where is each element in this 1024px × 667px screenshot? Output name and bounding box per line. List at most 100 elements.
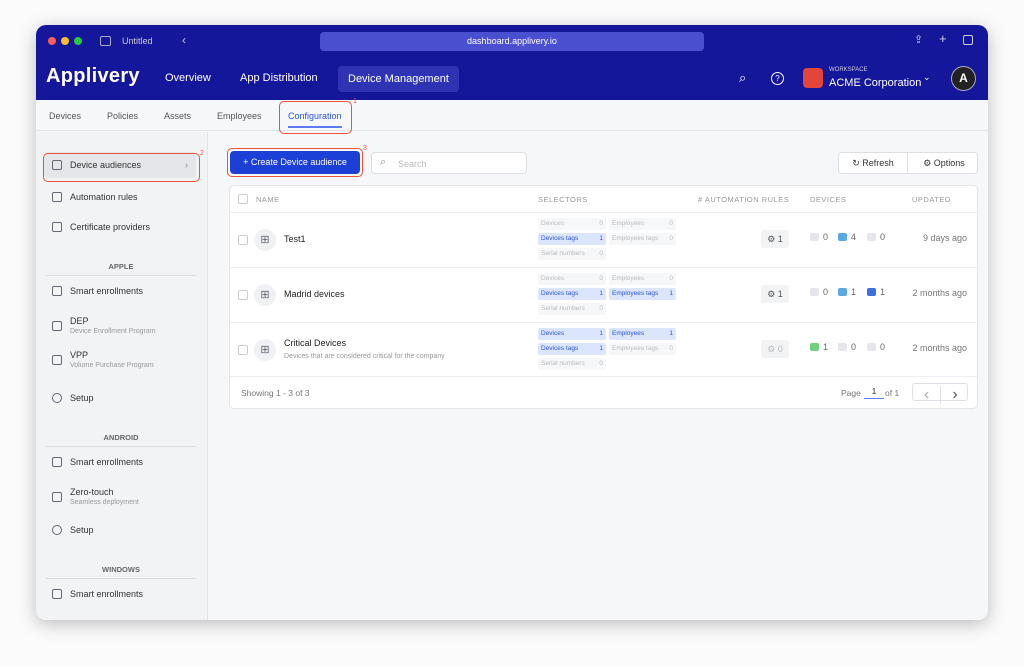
- selector-chip-serial: Serial numbers 0: [538, 303, 606, 315]
- nav-overview[interactable]: Overview: [165, 72, 211, 84]
- header: Untitled ‹ dashboard.applivery.io ⇪ + Ap…: [36, 25, 988, 100]
- avatar[interactable]: A: [951, 66, 976, 91]
- page-input[interactable]: 1: [864, 386, 884, 399]
- selector-chip-devices: Devices 1: [538, 328, 606, 340]
- selector-label: Devices: [541, 330, 565, 337]
- sidebar-toggle-icon[interactable]: [100, 36, 111, 46]
- maximize-window-button[interactable]: [74, 37, 82, 45]
- sidebar-item-label: Smart enrollments: [70, 589, 144, 599]
- minimize-window-button[interactable]: [61, 37, 69, 45]
- gear-icon: [52, 525, 62, 535]
- sidebar-item-certificate-providers[interactable]: Certificate providers: [44, 222, 196, 232]
- nav-app-distribution[interactable]: App Distribution: [240, 72, 318, 84]
- table-row[interactable]: ⊞ Critical Devices Devices that are cons…: [230, 322, 977, 377]
- android-count: 0: [823, 232, 829, 242]
- selector-label: Serial numbers: [541, 305, 585, 312]
- sidebar-item-label: Smart enrollments: [70, 286, 144, 296]
- search-input[interactable]: ⌕ Search: [371, 152, 527, 174]
- gear-icon: [52, 393, 62, 403]
- table-row[interactable]: ⊞ Madrid devices Devices 0 Employees 0 Devic…: [230, 267, 977, 322]
- workspace-name[interactable]: ACME Corporation: [829, 77, 922, 89]
- section-android: ANDROID: [46, 433, 196, 447]
- selector-label: Devices tags: [541, 290, 579, 297]
- sidebar-item-zero-touch[interactable]: Zero-touch Seamless deployment: [44, 487, 196, 506]
- new-tab-icon[interactable]: +: [939, 31, 947, 46]
- column-selectors[interactable]: SELECTORS: [538, 195, 588, 204]
- column-updated[interactable]: UPDATED: [912, 195, 951, 204]
- selector-label: Devices: [541, 220, 565, 227]
- automation-rules-badge[interactable]: ⚙ 1: [761, 230, 789, 248]
- address-bar[interactable]: dashboard.applivery.io: [320, 32, 704, 51]
- section-windows: WINDOWS: [46, 565, 196, 579]
- next-page-button[interactable]: ›: [952, 386, 958, 403]
- audience-name[interactable]: Madrid devices: [284, 289, 345, 299]
- table-row[interactable]: ⊞ Test1 Devices 0 Employees 0 Devices tags 1 E…: [230, 212, 977, 267]
- column-devices[interactable]: DEVICES: [810, 195, 847, 204]
- apple-icon: [838, 233, 847, 241]
- sidebar-item-windows-smart-enrollments[interactable]: Smart enrollments: [44, 589, 196, 599]
- windows-count: 1: [880, 287, 886, 297]
- tab-policies[interactable]: Policies: [107, 111, 139, 121]
- select-all-checkbox[interactable]: [238, 194, 248, 204]
- tab-employees[interactable]: Employees: [217, 111, 262, 121]
- sidebar-item-label: Zero-touch: [70, 487, 114, 497]
- search-icon[interactable]: ⌕: [739, 70, 747, 85]
- sidebar-item-vpp[interactable]: VPP Volume Purchase Program: [44, 350, 196, 369]
- help-icon[interactable]: ?: [771, 72, 784, 85]
- automation-rules-badge[interactable]: ⚙ 1: [761, 285, 789, 303]
- column-automation-rules[interactable]: # AUTOMATION RULES: [698, 195, 790, 204]
- sidebar-item-android-smart-enrollments[interactable]: Smart enrollments: [44, 457, 196, 467]
- android-icon: [810, 288, 819, 296]
- highlight-box-2: [43, 153, 200, 182]
- row-checkbox[interactable]: [238, 290, 248, 300]
- apple-icon: [838, 343, 847, 351]
- share-icon[interactable]: ⇪: [914, 34, 924, 46]
- audience-icon: ⊞: [254, 339, 276, 361]
- selector-label: Employees tags: [612, 345, 659, 352]
- tab-devices[interactable]: Devices: [49, 111, 82, 121]
- create-device-audience-button[interactable]: + Create Device audience: [230, 151, 360, 174]
- tab-configuration[interactable]: Configuration: [288, 111, 342, 128]
- selector-label: Serial numbers: [541, 360, 585, 367]
- tab-assets[interactable]: Assets: [164, 111, 192, 121]
- automation-rules-badge[interactable]: ⚙ 0: [761, 340, 789, 358]
- sidebar-item-dep[interactable]: DEP Device Enrollment Program: [44, 316, 196, 335]
- tabs-overview-icon[interactable]: [963, 35, 973, 45]
- logo[interactable]: Applivery: [46, 65, 140, 87]
- section-title: ANDROID: [103, 433, 139, 442]
- close-window-button[interactable]: [48, 37, 56, 45]
- enrollment-icon: [52, 286, 62, 296]
- refresh-button[interactable]: ↻ Refresh: [839, 153, 908, 173]
- prev-page-button[interactable]: ‹: [913, 386, 941, 404]
- layers-icon: [52, 354, 62, 365]
- url-text: dashboard.applivery.io: [467, 36, 557, 46]
- back-icon[interactable]: ‹: [182, 33, 186, 47]
- audience-icon: [52, 160, 62, 170]
- sidebar-item-device-audiences[interactable]: Device audiences ›: [44, 152, 196, 178]
- sidebar-item-text: Zero-touch Seamless deployment: [70, 487, 139, 506]
- sidebar-item-apple-smart-enrollments[interactable]: Smart enrollments: [44, 286, 196, 296]
- sidebar-item-label: DEP: [70, 316, 89, 326]
- chevron-down-icon[interactable]: ⌄: [923, 72, 931, 82]
- sidebar-item-android-setup[interactable]: Setup: [44, 525, 196, 535]
- rules-count: 1: [777, 234, 783, 244]
- section-title: WINDOWS: [102, 565, 140, 574]
- sidebar-item-automation-rules[interactable]: Automation rules: [44, 192, 196, 202]
- audience-name[interactable]: Test1: [284, 234, 306, 244]
- row-checkbox[interactable]: [238, 345, 248, 355]
- tab-title[interactable]: Untitled: [122, 36, 153, 46]
- showing-count: Showing 1 - 3 of 3: [241, 388, 310, 398]
- audience-icon: ⊞: [254, 229, 276, 251]
- selector-chip-devices-tags: Devices tags 1: [538, 343, 606, 355]
- selector-count: 1: [599, 290, 603, 297]
- rules-count: 1: [777, 289, 783, 299]
- nav-device-management[interactable]: Device Management: [338, 66, 459, 92]
- sidebar-item-apple-setup[interactable]: Setup: [44, 393, 196, 403]
- row-checkbox[interactable]: [238, 235, 248, 245]
- column-name[interactable]: NAME: [256, 195, 280, 204]
- selector-count: 0: [599, 220, 603, 227]
- selector-count: 1: [669, 330, 673, 337]
- refresh-label: Refresh: [862, 158, 894, 168]
- audience-name[interactable]: Critical Devices: [284, 338, 347, 348]
- options-button[interactable]: ⚙ Options: [923, 158, 965, 168]
